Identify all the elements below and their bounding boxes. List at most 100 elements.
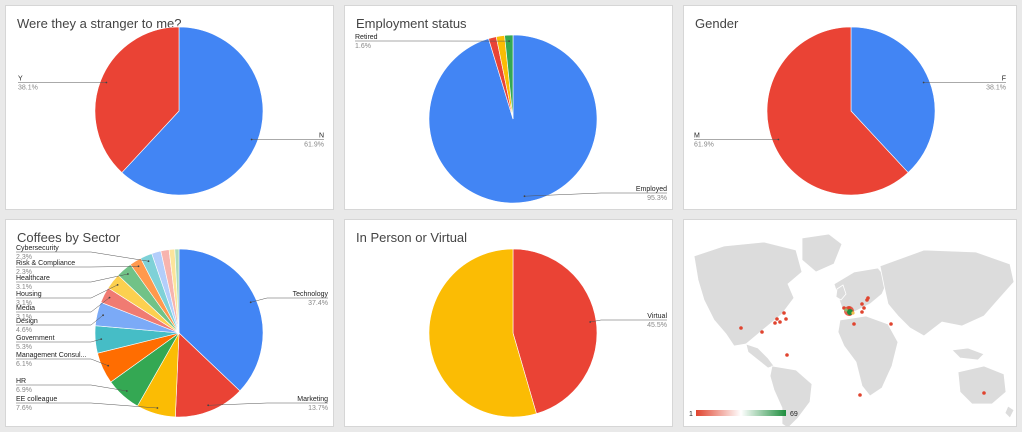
slice-label: HR bbox=[16, 378, 26, 385]
marker bbox=[852, 322, 856, 326]
africa bbox=[837, 315, 899, 397]
leader-line bbox=[16, 297, 110, 313]
pie-slice-slice-15[interactable] bbox=[174, 248, 180, 334]
pie-slice-y[interactable] bbox=[94, 26, 180, 174]
slice-percent: 2.3% bbox=[16, 254, 32, 261]
chart-title: Coffees by Sector bbox=[17, 230, 121, 245]
slice-label: Retired bbox=[355, 34, 378, 41]
slice-percent: 5.3% bbox=[16, 344, 32, 351]
indonesia bbox=[951, 347, 985, 361]
british-isles bbox=[835, 284, 847, 301]
marker bbox=[739, 326, 743, 330]
pie-slice-employed[interactable] bbox=[428, 34, 598, 204]
slice-label: N bbox=[319, 132, 324, 139]
slice-percent: 3.1% bbox=[16, 284, 32, 291]
leader-dot bbox=[147, 260, 150, 263]
marker bbox=[782, 311, 786, 315]
marker bbox=[889, 322, 893, 326]
central-america bbox=[745, 343, 775, 369]
card-inperson: In Person or Virtual Virtual 45.5% bbox=[344, 219, 673, 427]
marker bbox=[851, 311, 855, 315]
pie-slice-m[interactable] bbox=[766, 26, 909, 196]
leader-line bbox=[208, 402, 328, 406]
pie-slice-retired[interactable] bbox=[504, 34, 514, 120]
leader-dot bbox=[107, 364, 110, 367]
leader-dot bbox=[523, 195, 526, 198]
europe bbox=[833, 267, 889, 313]
slice-label: Marketing bbox=[297, 396, 328, 403]
leader-dot bbox=[922, 81, 925, 84]
land-masses bbox=[693, 233, 1015, 426]
slice-percent: 61.9% bbox=[694, 141, 714, 148]
slice-percent: 38.1% bbox=[18, 85, 38, 92]
pie-slice-marketing[interactable] bbox=[175, 332, 241, 418]
chart-title: Gender bbox=[695, 16, 739, 31]
pie-chart-gender[interactable]: F 38.1% M 61.9% bbox=[684, 6, 1017, 210]
card-gender: Gender F 38.1% M 61.9% bbox=[683, 5, 1017, 210]
slice-label: Healthcare bbox=[16, 275, 50, 282]
leader-line bbox=[16, 266, 139, 268]
north-america bbox=[693, 241, 803, 347]
pie-chart-stranger[interactable]: N 61.9% Y 38.1% bbox=[6, 6, 334, 210]
slice-label: Technology bbox=[293, 291, 329, 298]
leader-line bbox=[16, 273, 128, 283]
color-legend-bar bbox=[696, 410, 786, 416]
leader-dot bbox=[100, 338, 103, 340]
leader-dot bbox=[108, 296, 111, 299]
greenland bbox=[801, 233, 843, 273]
slice-label: Cybersecurity bbox=[16, 245, 59, 252]
pie-slice-slice-1[interactable] bbox=[428, 248, 537, 418]
pie-chart-inperson[interactable]: Virtual 45.5% bbox=[345, 220, 673, 427]
slice-label: Media bbox=[16, 305, 35, 312]
pie-chart-sector[interactable]: Technology 37.4% Marketing 13.7% EE colleagu… bbox=[6, 220, 334, 427]
pie-slice-virtual[interactable] bbox=[512, 248, 598, 415]
slice-label: Housing bbox=[16, 291, 42, 298]
leader-line bbox=[16, 358, 109, 366]
legend-max-label: 69 bbox=[790, 411, 798, 418]
marker bbox=[775, 317, 779, 321]
leader-dot bbox=[125, 390, 128, 392]
slice-label: Design bbox=[16, 318, 38, 325]
slice-label: F bbox=[1002, 76, 1006, 83]
south-america bbox=[769, 365, 813, 426]
marker bbox=[784, 317, 788, 321]
asia bbox=[879, 249, 1015, 337]
slice-label: Government bbox=[16, 335, 55, 342]
leader-dot bbox=[207, 404, 210, 407]
slice-label: Y bbox=[18, 76, 23, 83]
marker bbox=[844, 308, 848, 312]
chart-title: In Person or Virtual bbox=[356, 230, 468, 245]
world-map[interactable]: 1 69 bbox=[684, 220, 1017, 427]
pie-chart-employment[interactable]: Employed 95.3% Retired 1.6% bbox=[345, 6, 673, 210]
australia bbox=[957, 365, 1007, 405]
leader-line bbox=[250, 297, 328, 303]
chart-title: Were they a stranger to me? bbox=[17, 16, 182, 31]
card-employment: Employment status Employed 95.3% Retired 1.… bbox=[344, 5, 673, 210]
new-zealand bbox=[1004, 405, 1015, 419]
marker bbox=[982, 391, 986, 395]
pie-slice-technology[interactable] bbox=[178, 248, 264, 392]
slice-label: Virtual bbox=[647, 313, 667, 320]
marker bbox=[860, 310, 864, 314]
pie-slice-n[interactable] bbox=[121, 26, 264, 196]
pie-slice-f[interactable] bbox=[850, 26, 936, 174]
slice-label: Management Consul... bbox=[16, 352, 86, 359]
slice-percent: 61.9% bbox=[304, 141, 324, 148]
leader-dot bbox=[137, 265, 140, 268]
card-stranger: Were they a stranger to me? N 61.9% Y 38.1% bbox=[5, 5, 334, 210]
leader-line bbox=[590, 319, 667, 323]
marker bbox=[860, 302, 864, 306]
slice-percent: 95.3% bbox=[647, 195, 667, 202]
marker bbox=[785, 353, 789, 357]
slice-percent: 2.3% bbox=[16, 269, 32, 276]
leader-line bbox=[16, 384, 127, 392]
leader-line bbox=[16, 251, 149, 262]
leader-dot bbox=[127, 273, 129, 275]
slice-percent: 6.9% bbox=[16, 387, 32, 394]
slice-percent: 45.5% bbox=[647, 322, 667, 329]
marker bbox=[760, 330, 764, 334]
leader-dot bbox=[116, 284, 119, 286]
slice-percent: 37.4% bbox=[308, 300, 328, 307]
slice-percent: 6.1% bbox=[16, 361, 32, 368]
marker bbox=[862, 306, 866, 310]
